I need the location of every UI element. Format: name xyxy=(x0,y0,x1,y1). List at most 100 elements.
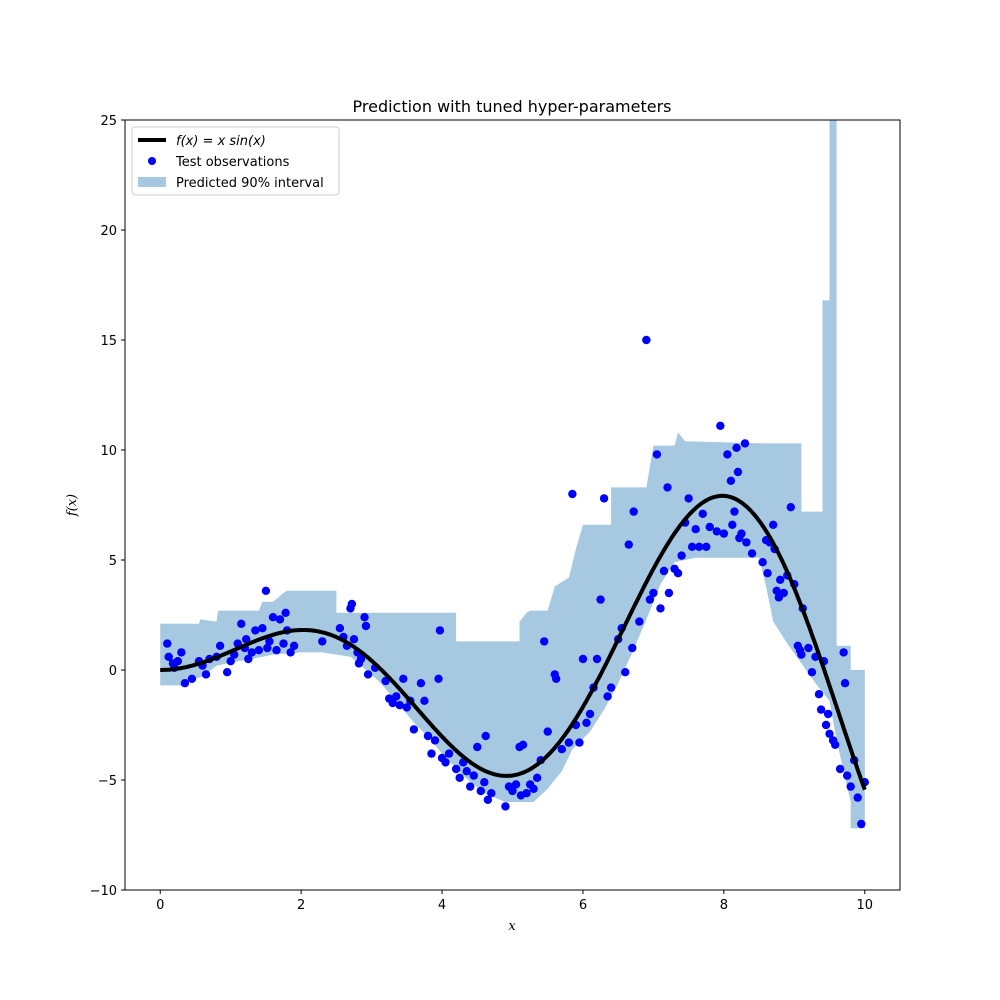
x-axis-label: x xyxy=(508,919,516,934)
observation-point xyxy=(423,731,433,741)
observation-point xyxy=(763,569,772,578)
observation-point xyxy=(254,646,264,655)
observation-point xyxy=(481,731,490,741)
observation-point xyxy=(261,586,271,595)
observation-point xyxy=(335,624,345,633)
observation-point xyxy=(804,643,813,653)
observation-point xyxy=(821,720,831,730)
observation-point xyxy=(857,819,866,829)
observation-point xyxy=(846,782,855,791)
y-axis-label: f(x) xyxy=(65,494,80,517)
observation-point xyxy=(733,467,743,477)
observation-point xyxy=(473,742,482,752)
observation-point xyxy=(272,646,281,655)
observation-point xyxy=(649,588,658,598)
observation-point xyxy=(511,780,521,789)
observation-point xyxy=(606,683,616,692)
observation-point xyxy=(268,613,278,622)
observation-point xyxy=(840,679,850,688)
observation-point xyxy=(786,503,795,512)
observation-point xyxy=(642,335,651,345)
observation-point xyxy=(603,692,612,701)
observation-point xyxy=(585,709,595,719)
observation-point xyxy=(825,729,834,738)
observation-point xyxy=(279,639,288,648)
observation-point xyxy=(483,795,493,804)
observation-point xyxy=(740,439,750,448)
chart-title: Prediction with tuned hyper-parameters xyxy=(353,97,672,116)
y-tick-label: 10 xyxy=(100,444,117,459)
observation-point xyxy=(702,542,711,551)
observation-point xyxy=(363,670,373,679)
observation-point xyxy=(275,615,285,624)
x-tick-label: 0 xyxy=(156,898,164,913)
observation-point xyxy=(532,773,542,782)
observation-point xyxy=(164,652,173,661)
observation-point xyxy=(508,786,517,796)
observation-point xyxy=(814,690,824,699)
observation-point xyxy=(823,709,833,719)
observation-point xyxy=(728,520,737,529)
observation-point xyxy=(842,771,852,780)
observation-point xyxy=(830,740,840,749)
observation-point xyxy=(779,588,788,598)
observation-point xyxy=(237,619,246,628)
prediction-interval-band xyxy=(160,120,865,829)
y-tick-label: 0 xyxy=(109,664,117,679)
observation-point xyxy=(258,624,267,633)
observation-point xyxy=(247,648,257,657)
observation-point xyxy=(420,696,429,705)
observation-point xyxy=(568,489,577,499)
observation-point xyxy=(592,654,602,664)
observation-point xyxy=(399,674,408,683)
observation-point xyxy=(347,599,357,609)
observation-point xyxy=(677,551,686,560)
observation-point xyxy=(768,520,778,529)
x-tick-label: 2 xyxy=(297,898,305,913)
legend-marker-icon xyxy=(148,157,156,165)
x-tick-label: 10 xyxy=(856,898,873,913)
observation-point xyxy=(551,674,561,683)
observation-point xyxy=(582,718,591,727)
observation-point xyxy=(480,778,489,787)
plot-area xyxy=(160,120,869,829)
observation-point xyxy=(434,674,443,683)
observation-point xyxy=(772,586,781,595)
observation-point xyxy=(177,648,186,657)
observation-point xyxy=(564,738,574,747)
legend-patch-icon xyxy=(138,177,166,187)
observation-point xyxy=(776,575,785,584)
observation-point xyxy=(543,727,552,736)
observation-point xyxy=(835,764,845,774)
observation-point xyxy=(361,621,371,631)
observation-point xyxy=(163,639,172,648)
y-tick-label: 25 xyxy=(100,114,117,129)
observation-point xyxy=(853,793,862,802)
observation-point xyxy=(695,542,704,551)
observation-point xyxy=(487,789,496,798)
observation-point xyxy=(251,626,260,635)
observation-point xyxy=(839,648,848,657)
observation-point xyxy=(691,525,700,534)
observation-point xyxy=(263,643,272,653)
observation-point xyxy=(684,494,693,503)
observation-point xyxy=(187,674,197,683)
y-tick-label: 5 xyxy=(109,554,117,569)
observation-point xyxy=(392,692,401,701)
observation-point xyxy=(286,648,295,657)
observation-point xyxy=(807,668,817,677)
x-tick-label: 8 xyxy=(720,898,728,913)
x-tick-label: 4 xyxy=(438,898,446,913)
observation-point xyxy=(687,542,697,551)
observation-point xyxy=(469,771,478,780)
observation-point xyxy=(201,670,211,679)
observation-point xyxy=(427,749,436,758)
function-curve xyxy=(160,493,867,791)
observation-point xyxy=(624,540,633,549)
observation-point xyxy=(388,698,397,708)
observation-point xyxy=(747,549,757,558)
observation-point xyxy=(663,483,672,492)
observation-point xyxy=(664,588,674,598)
observation-point xyxy=(444,749,454,758)
